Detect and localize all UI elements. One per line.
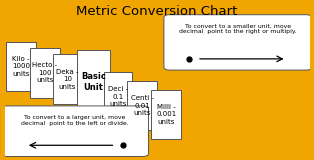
FancyBboxPatch shape bbox=[127, 81, 157, 130]
FancyBboxPatch shape bbox=[6, 42, 36, 91]
Text: Basic
Unit: Basic Unit bbox=[81, 72, 106, 92]
Text: Kilo -
1000
units: Kilo - 1000 units bbox=[12, 56, 30, 77]
Text: Milli -
0.001
units: Milli - 0.001 units bbox=[156, 104, 176, 125]
Text: To convert to a smaller unit, move
decimal  point to the right or multiply.: To convert to a smaller unit, move decim… bbox=[179, 24, 297, 35]
FancyBboxPatch shape bbox=[77, 50, 110, 113]
FancyBboxPatch shape bbox=[104, 72, 132, 122]
Text: Deka -
10
units: Deka - 10 units bbox=[56, 69, 79, 90]
FancyBboxPatch shape bbox=[151, 90, 181, 139]
FancyBboxPatch shape bbox=[1, 106, 149, 156]
Text: Centi -
0.01
units: Centi - 0.01 units bbox=[131, 95, 154, 116]
Text: To convert to a larger unit, move
decimal  point to the left or divide.: To convert to a larger unit, move decima… bbox=[21, 115, 128, 126]
FancyBboxPatch shape bbox=[164, 15, 312, 70]
Text: Metric Conversion Chart: Metric Conversion Chart bbox=[76, 5, 238, 18]
Text: Hecto -
100
units: Hecto - 100 units bbox=[32, 62, 57, 83]
FancyBboxPatch shape bbox=[30, 48, 60, 98]
Text: Deci -
0.1
units: Deci - 0.1 units bbox=[108, 86, 128, 107]
FancyBboxPatch shape bbox=[53, 54, 82, 104]
